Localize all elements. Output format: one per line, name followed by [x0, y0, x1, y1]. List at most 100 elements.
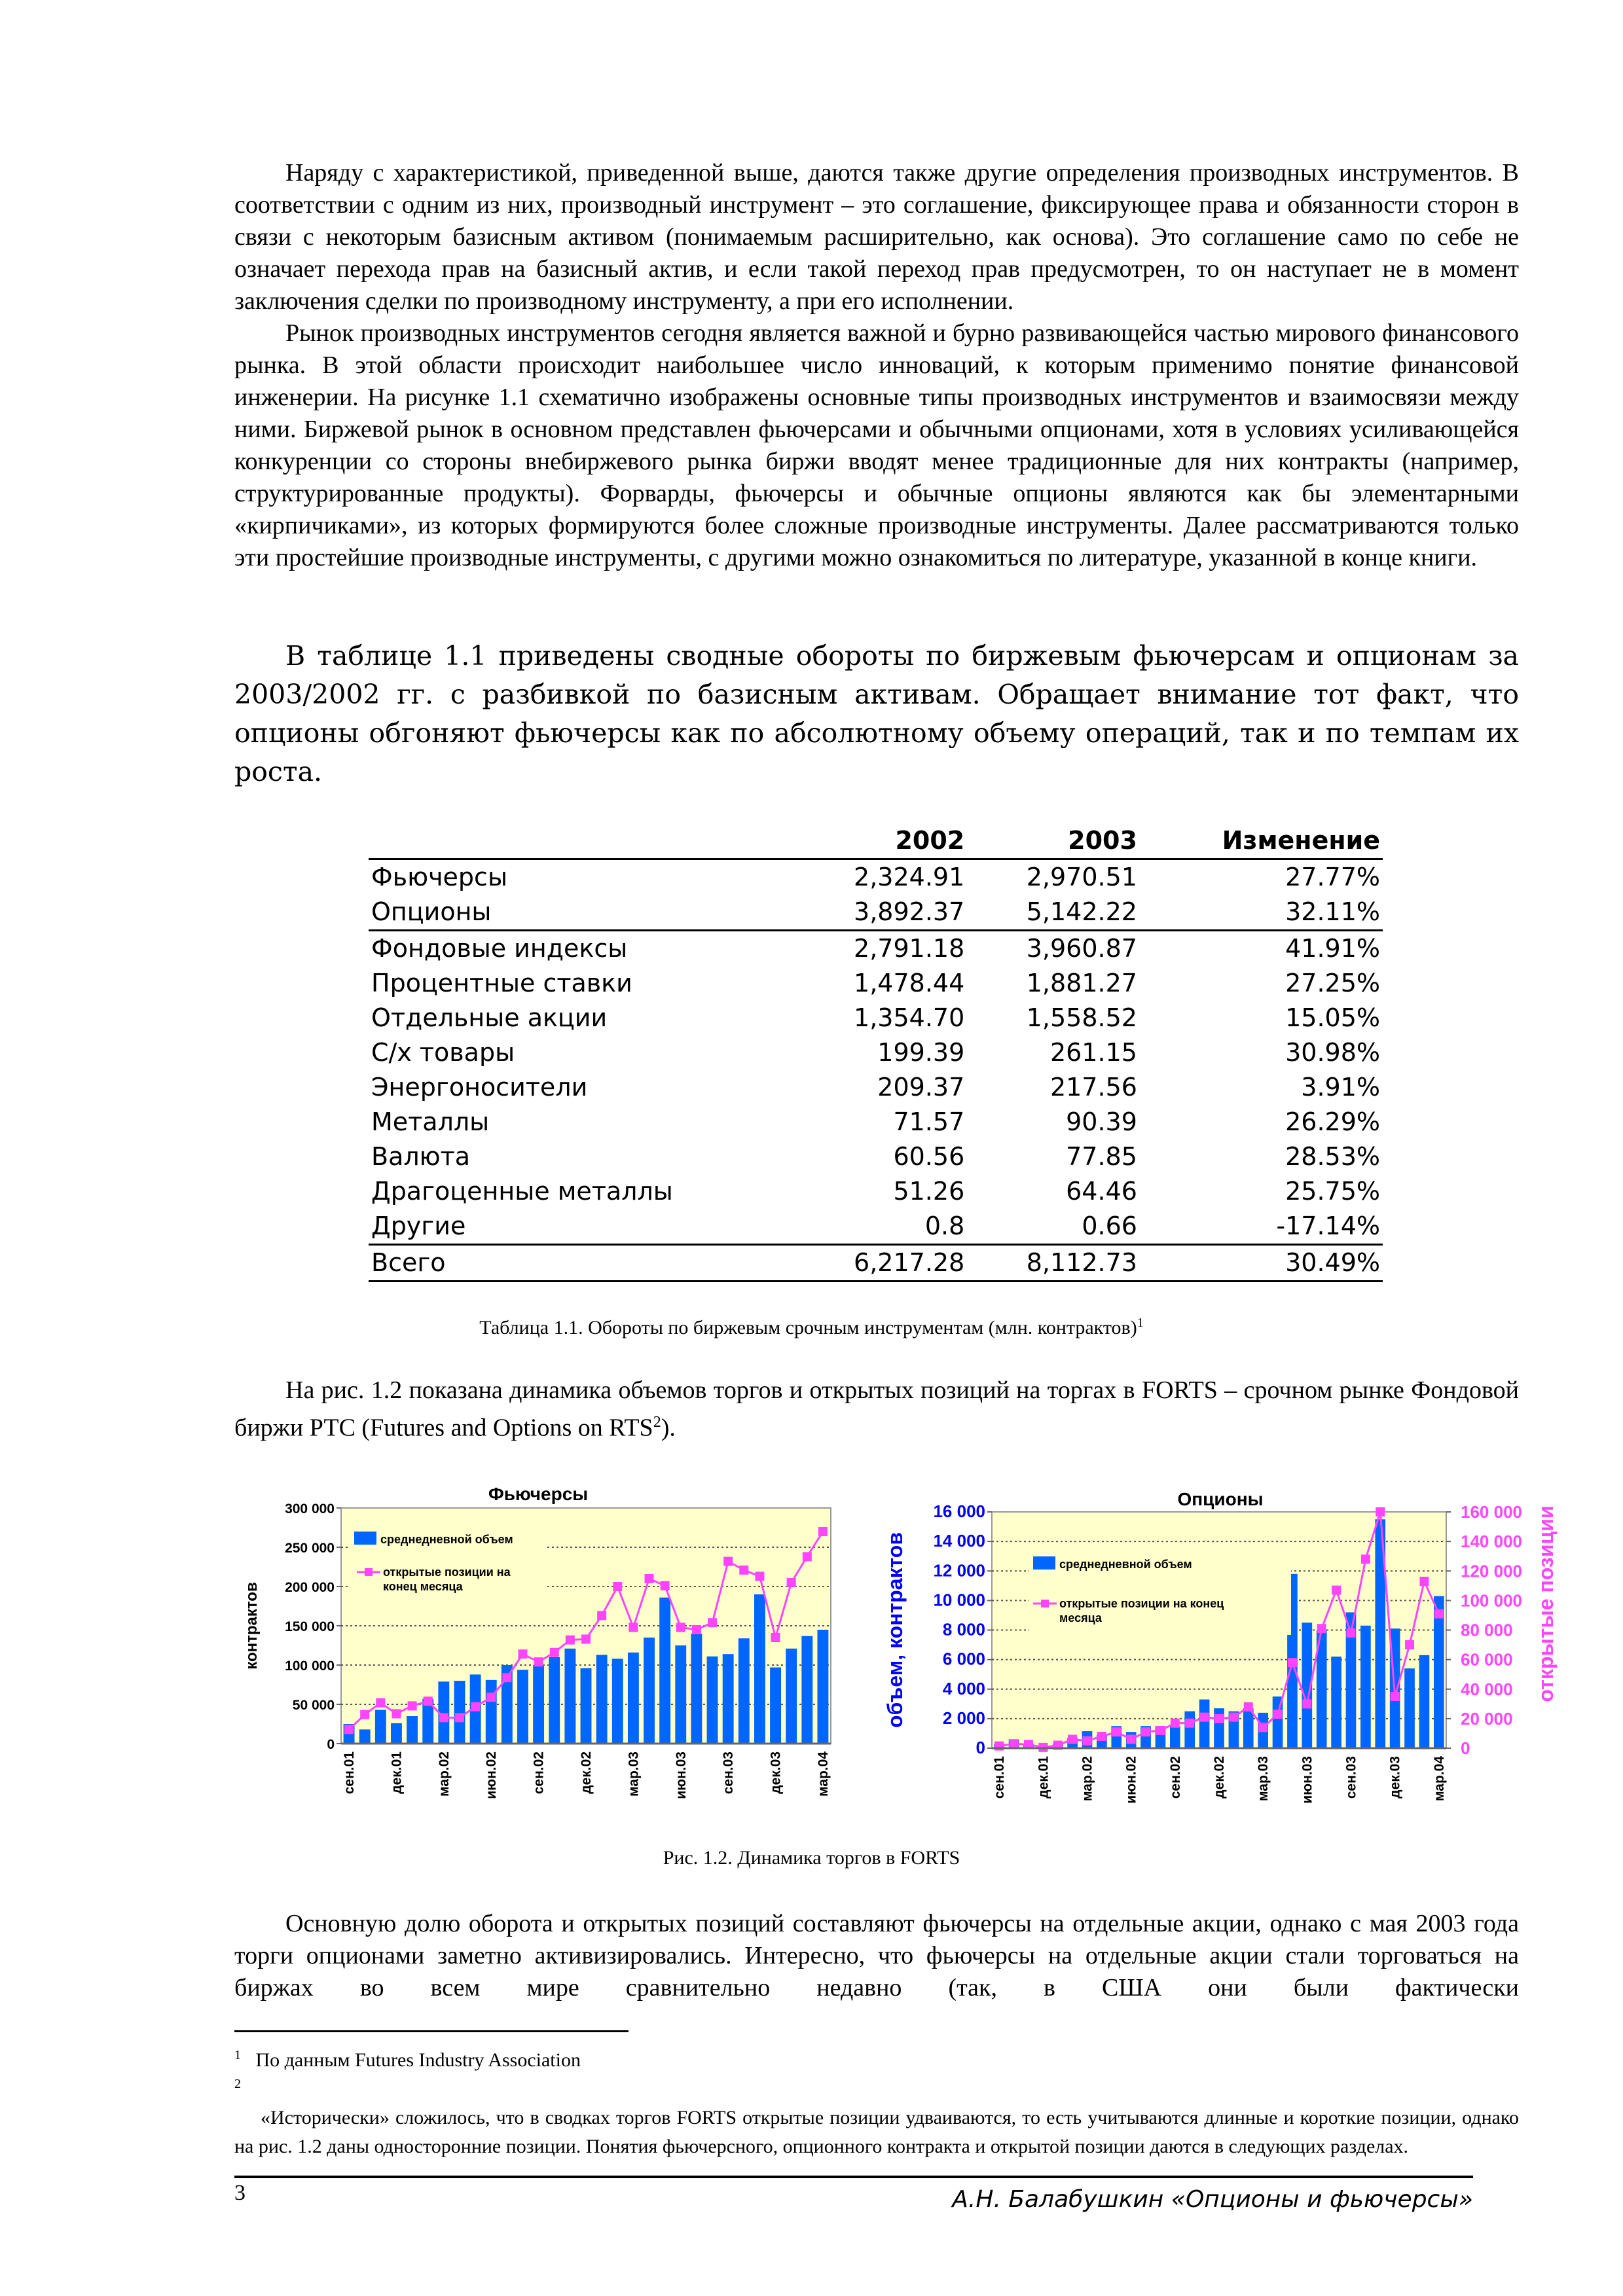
bar [1316, 1630, 1327, 1748]
line-marker [802, 1552, 812, 1562]
table-row: Другие 0.8 0.66 -17.14% [369, 1209, 1383, 1246]
y-axis-label: объем, контрактов [883, 1532, 907, 1728]
table-row: Валюта 60.56 77.85 28.53% [369, 1139, 1383, 1174]
line-marker [1434, 1609, 1444, 1619]
bar [1433, 1596, 1444, 1748]
cell-value: 28.53% [1285, 1142, 1380, 1171]
row-label: Металлы [371, 1107, 490, 1136]
line-marker [1405, 1640, 1415, 1650]
bar [533, 1665, 545, 1744]
footnote-mark: 2 [234, 2077, 241, 2091]
row-label: Фьючерсы [371, 863, 507, 891]
paragraph-table-intro: В таблице 1.1 приведены сводные обороты … [234, 640, 1519, 787]
x-tick-label: сен.02 [1168, 1756, 1183, 1799]
table-row: Процентные ставки 1,478.44 1,881.27 27.25% [369, 966, 1383, 1001]
bar [580, 1668, 592, 1744]
footnote-text: По данным Futures Industry Association [255, 2049, 581, 2071]
x-tick-label: сен.03 [721, 1751, 736, 1794]
line-marker [1390, 1692, 1400, 1702]
line-marker [1185, 1718, 1195, 1728]
line-marker [471, 1702, 481, 1712]
bar [801, 1636, 813, 1744]
y2-tick-label: 60 000 [1461, 1650, 1513, 1670]
cell-value: 77.85 [1066, 1142, 1137, 1171]
cell-value: 27.25% [1285, 969, 1380, 997]
bar [359, 1729, 371, 1744]
legend-bar-swatch [1033, 1556, 1055, 1570]
cell-value: 0.8 [794, 1209, 968, 1246]
y2-tick-label: 40 000 [1461, 1679, 1513, 1699]
row-label: Фондовые индексы [371, 934, 628, 963]
table-row: Фьючерсы 2,324.91 2,970.51 27.77% [369, 859, 1383, 895]
y-tick-label: 2 000 [943, 1708, 985, 1728]
line-marker [565, 1635, 575, 1645]
line-marker [708, 1618, 718, 1628]
line-marker [786, 1578, 796, 1587]
line-marker [1302, 1699, 1312, 1709]
x-tick-label: дек.02 [1212, 1756, 1227, 1799]
bar [786, 1648, 797, 1744]
legend-line-label-line: конец месяца [383, 1580, 464, 1593]
row-label: С/х товары [371, 1038, 515, 1067]
figure-caption: Рис. 1.2. Динамика торгов в FORTS [663, 1847, 960, 1869]
table-header: 2003 [967, 823, 1140, 860]
table-row: Энергоносители 209.37 217.56 3.91% [369, 1070, 1383, 1105]
line-marker [1273, 1710, 1283, 1719]
table-header: Изменение [1139, 823, 1383, 860]
bar [438, 1681, 450, 1744]
x-tick-label: сен.02 [532, 1751, 547, 1794]
bar [1184, 1711, 1195, 1748]
bar [1419, 1655, 1430, 1748]
line-marker [581, 1634, 591, 1644]
y2-tick-label: 160 000 [1461, 1502, 1522, 1522]
x-tick-label: мар.02 [1080, 1756, 1095, 1801]
legend-line-label: открытые позиции на конец месяца [383, 1566, 511, 1593]
bar [675, 1645, 687, 1744]
line-marker [1229, 1712, 1239, 1722]
bar [1302, 1623, 1313, 1748]
line-marker [1258, 1723, 1268, 1732]
cell-value: 217.56 [1049, 1073, 1137, 1102]
cell-value: 2,324.91 [854, 863, 965, 891]
bar [374, 1710, 386, 1744]
y2-tick-label: 0 [1461, 1738, 1470, 1758]
bar [1170, 1726, 1180, 1748]
cell-value: 209.37 [877, 1073, 965, 1102]
x-tick-label: дек.01 [1036, 1756, 1051, 1799]
bar [407, 1716, 418, 1744]
legend-line-label-line: месяца [1059, 1611, 1103, 1624]
line-marker [755, 1571, 765, 1581]
table-row: Всего 6,217.28 8,112.73 30.49% [369, 1244, 1383, 1282]
table-row: Фондовые индексы 2,791.18 3,960.87 41.91% [369, 931, 1383, 967]
row-label: Опционы [369, 895, 795, 931]
row-label: Отдельные акции [371, 1003, 608, 1032]
bar [454, 1681, 465, 1744]
table-row: Металлы 71.57 90.39 26.29% [369, 1105, 1383, 1139]
legend-bar-swatch [354, 1532, 376, 1545]
bar [1375, 1519, 1386, 1748]
line-marker [502, 1673, 512, 1683]
running-title: А.Н. Балабушкин «Опционы и фьючерсы» [952, 2186, 1473, 2213]
line-marker [1317, 1624, 1326, 1634]
y-axis-label: контрактов [243, 1582, 261, 1669]
line-marker [597, 1611, 607, 1621]
paragraph-forts-text: На рис. 1.2 показана динамика объемов то… [234, 1376, 1519, 1442]
x-tick-label: дек.02 [579, 1751, 594, 1794]
y-tick-label: 8 000 [943, 1620, 985, 1640]
cell-value: 15.05% [1285, 1003, 1380, 1032]
bar [691, 1634, 702, 1744]
y-tick-label: 150 000 [285, 1619, 335, 1634]
x-tick-label: июн.02 [1124, 1756, 1139, 1804]
line-marker [1419, 1577, 1429, 1587]
legend-line-marker [1041, 1600, 1049, 1607]
cell-value: 27.77% [1285, 863, 1380, 891]
legend-bar-label: среднедневной объем [1059, 1558, 1192, 1571]
x-tick-label: мар.03 [1256, 1756, 1271, 1801]
line-marker [613, 1582, 623, 1591]
line-marker [1097, 1731, 1106, 1741]
bar [1331, 1657, 1341, 1748]
y-tick-label: 0 [327, 1737, 335, 1752]
row-label: Валюта [371, 1142, 471, 1171]
